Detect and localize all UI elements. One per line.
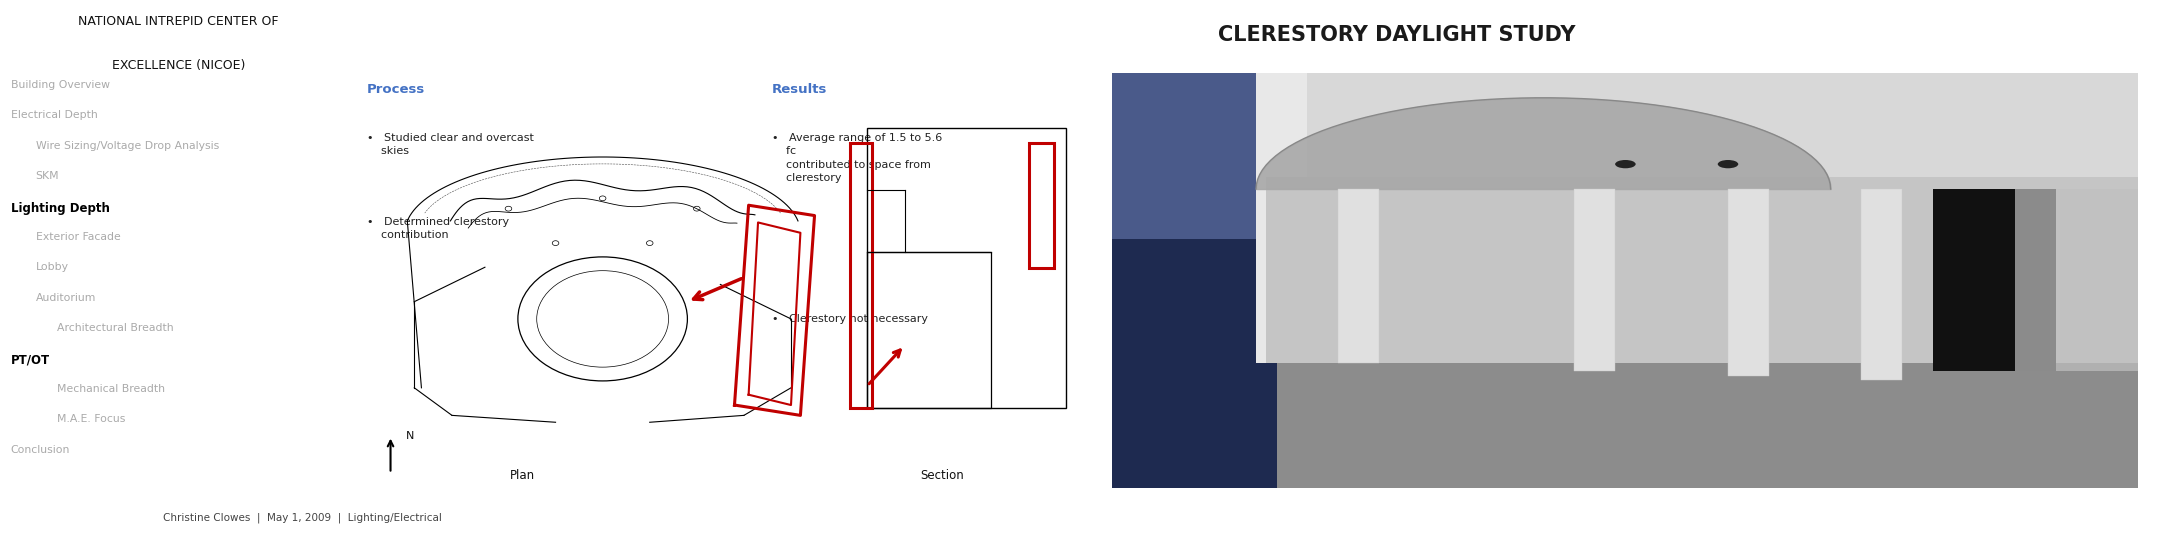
Text: Conclusion: Conclusion: [11, 445, 69, 455]
Text: Results: Results: [771, 83, 827, 96]
Circle shape: [1616, 160, 1635, 168]
Bar: [1862, 189, 1903, 380]
Bar: [1933, 189, 2056, 372]
Text: SKM: SKM: [37, 171, 58, 181]
Text: N: N: [406, 431, 415, 441]
Bar: [1257, 73, 1307, 363]
Text: •   Average range of 1.5 to 5.6
    fc
    contributed to space from
    clerest: • Average range of 1.5 to 5.6 fc contrib…: [771, 133, 942, 183]
Bar: [1575, 189, 1616, 372]
Bar: [868, 128, 1067, 408]
Text: NATIONAL INTREPID CENTER OF: NATIONAL INTREPID CENTER OF: [78, 15, 279, 28]
Text: Auditorium: Auditorium: [37, 293, 95, 303]
Text: PT/OT: PT/OT: [11, 354, 50, 367]
Text: Electrical Depth: Electrical Depth: [11, 110, 97, 120]
Text: Plan: Plan: [510, 469, 536, 482]
Text: EXCELLENCE (NICOE): EXCELLENCE (NICOE): [112, 59, 244, 72]
Bar: [1112, 73, 2138, 189]
Bar: [1112, 239, 1277, 488]
Text: •   Clerestory not necessary: • Clerestory not necessary: [771, 314, 927, 324]
Text: M.A.E. Focus: M.A.E. Focus: [56, 414, 125, 424]
Text: Process: Process: [367, 83, 426, 96]
Text: CLERESTORY DAYLIGHT STUDY: CLERESTORY DAYLIGHT STUDY: [1218, 25, 1575, 45]
Text: Building Overview: Building Overview: [11, 80, 110, 90]
Text: •   Determined clerestory
    contribution: • Determined clerestory contribution: [367, 217, 510, 240]
Bar: [1028, 143, 1054, 268]
Text: Christine Clowes  |  May 1, 2009  |  Lighting/Electrical: Christine Clowes | May 1, 2009 | Lightin…: [162, 512, 443, 523]
Text: Architectural Breadth: Architectural Breadth: [56, 323, 173, 333]
Text: Exterior Facade: Exterior Facade: [37, 232, 121, 242]
Text: Mechanical Breadth: Mechanical Breadth: [56, 384, 164, 394]
Bar: [1339, 189, 1380, 363]
Circle shape: [1717, 160, 1739, 168]
Bar: [1112, 355, 2138, 488]
Text: Lobby: Lobby: [37, 262, 69, 272]
Text: Section: Section: [920, 469, 966, 482]
Bar: [1112, 73, 1277, 488]
Text: •   Studied clear and overcast
    skies: • Studied clear and overcast skies: [367, 133, 534, 157]
Bar: [849, 143, 873, 408]
Text: Lighting Depth: Lighting Depth: [11, 201, 110, 214]
Bar: [1266, 177, 2138, 363]
Text: Wire Sizing/Voltage Drop Analysis: Wire Sizing/Voltage Drop Analysis: [37, 141, 218, 151]
Bar: [868, 252, 991, 408]
Bar: [2015, 189, 2138, 372]
Bar: [1728, 189, 1769, 376]
